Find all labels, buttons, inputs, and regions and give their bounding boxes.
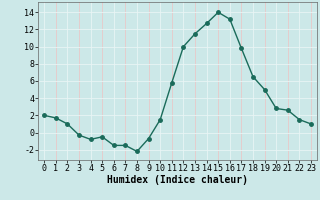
- X-axis label: Humidex (Indice chaleur): Humidex (Indice chaleur): [107, 175, 248, 185]
